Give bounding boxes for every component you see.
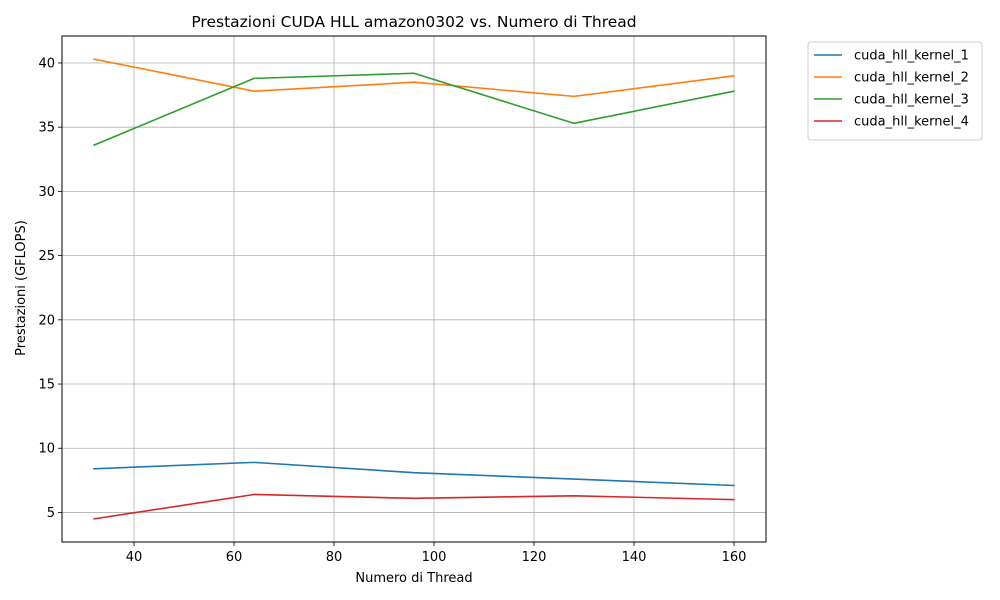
x-tick-label: 140 xyxy=(622,550,647,565)
legend-label: cuda_hll_kernel_1 xyxy=(854,49,969,64)
legend-label: cuda_hll_kernel_3 xyxy=(854,93,969,108)
y-tick-label: 30 xyxy=(38,185,55,200)
series-line-cuda_hll_kernel_4 xyxy=(93,493,735,520)
x-tick-label: 120 xyxy=(522,550,547,565)
legend-label: cuda_hll_kernel_4 xyxy=(854,115,969,130)
series-line-cuda_hll_kernel_3 xyxy=(93,72,735,146)
x-tick-label: 80 xyxy=(326,550,343,565)
chart-title: Prestazioni CUDA HLL amazon0302 vs. Nume… xyxy=(191,13,636,31)
y-tick-label: 5 xyxy=(47,506,55,521)
y-tick-label: 35 xyxy=(38,121,55,136)
plot-frame xyxy=(61,35,767,543)
legend: cuda_hll_kernel_1 cuda_hll_kernel_2 cuda_h… xyxy=(807,41,983,141)
series-line-cuda_hll_kernel_2 xyxy=(93,58,735,98)
legend-label: cuda_hll_kernel_2 xyxy=(854,71,969,86)
y-tick-label: 10 xyxy=(38,442,55,457)
x-axis: 40 60 80 100 120 140 160 xyxy=(126,542,747,565)
x-axis-label: Numero di Thread xyxy=(355,571,472,586)
x-tick-label: 40 xyxy=(126,550,143,565)
y-axis: 5 10 15 20 25 30 35 40 xyxy=(38,56,62,521)
grid xyxy=(62,36,766,542)
x-tick-label: 160 xyxy=(722,550,747,565)
series-lines xyxy=(93,58,735,520)
y-tick-label: 40 xyxy=(38,56,55,71)
y-tick-label: 20 xyxy=(38,313,55,328)
x-tick-label: 60 xyxy=(226,550,243,565)
x-tick-label: 100 xyxy=(422,550,447,565)
y-tick-label: 25 xyxy=(38,249,55,264)
legend-box xyxy=(807,41,983,141)
series-line-cuda_hll_kernel_1 xyxy=(93,461,735,487)
y-axis-label: Prestazioni (GFLOPS) xyxy=(14,220,29,356)
y-tick-label: 15 xyxy=(38,378,55,393)
